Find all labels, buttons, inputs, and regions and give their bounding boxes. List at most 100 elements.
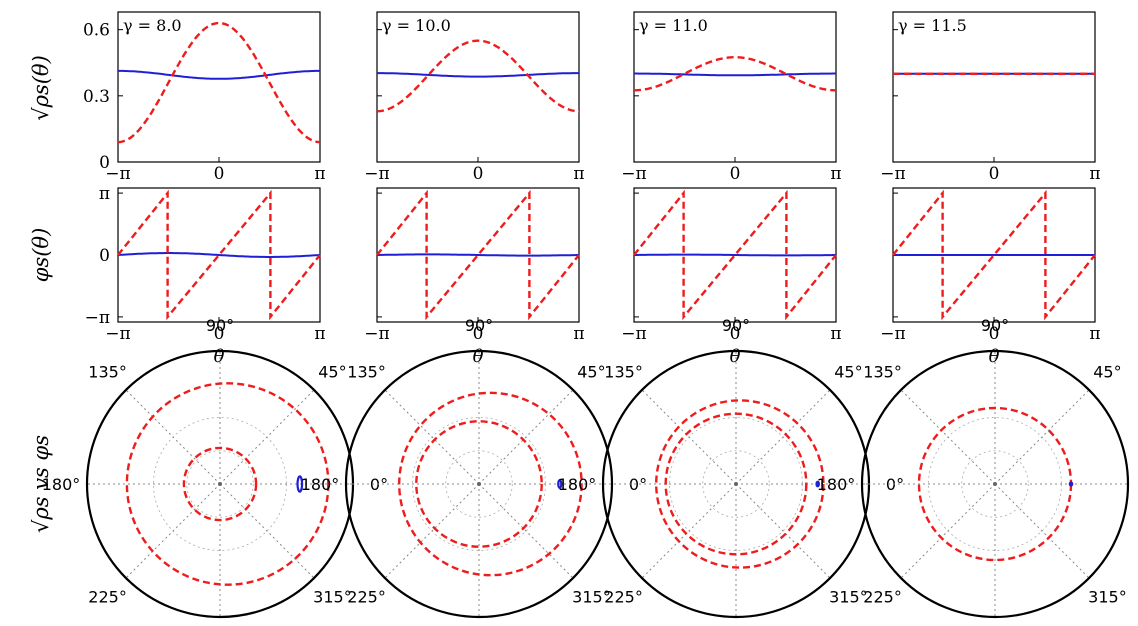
polar-origin [218, 482, 222, 486]
row1-blue-curve [377, 72, 579, 78]
polar-red-curve [398, 391, 583, 577]
polar-angle-label: 180° [558, 475, 597, 494]
row2-xtick-label: −π [105, 324, 130, 344]
polar-origin [477, 482, 481, 486]
polar-blue-curve [1068, 481, 1074, 487]
polar-spoke [478, 483, 574, 579]
row2-blue-curve [117, 252, 321, 258]
polar-red-curve [182, 446, 258, 522]
row2-ylabel: φs(θ) [29, 228, 53, 283]
polar-angle-label: 45° [834, 363, 862, 382]
row1-blue-curve [118, 69, 320, 80]
polar-grid-ring [669, 417, 803, 551]
row1-xtick-label: −π [621, 164, 646, 184]
row3-ylabel: √ρs vs φs [29, 435, 53, 533]
polar-outer-ring [860, 349, 1130, 619]
row2-xlabel: θ [730, 346, 741, 367]
polar-grid-ring [928, 417, 1062, 551]
row2-xtick-label: −π [364, 324, 389, 344]
polar-grid-ring [702, 450, 770, 518]
row2-xlabel: θ [473, 346, 484, 367]
polar-angle-label: 225° [863, 587, 902, 606]
row1-red-curve [118, 21, 320, 144]
polar-spoke [994, 483, 1090, 579]
row2-xlabel: θ [214, 346, 225, 367]
row2-xlabel: θ [989, 346, 1000, 367]
row2-xtick-label: 0 [473, 324, 484, 344]
polar-angle-label: 180° [42, 475, 81, 494]
row2-ytick-label: 0 [99, 246, 110, 266]
row1-blue-curve [634, 72, 836, 77]
polar-red-curve [415, 420, 543, 548]
row2-blue-curve [634, 253, 836, 257]
row1-xtick-label: π [1089, 164, 1100, 184]
polar-spoke [219, 483, 315, 579]
polar-grid-ring [961, 450, 1029, 518]
row1-xtick-label: π [314, 164, 325, 184]
row2-xtick-label: −π [621, 324, 646, 344]
gamma-label: γ = 8.0 [123, 16, 182, 35]
polar-red-curve [917, 406, 1073, 562]
row1-xtick-label: π [830, 164, 841, 184]
polar-angle-label: 90° [206, 316, 234, 335]
polar-angle-label: 90° [981, 316, 1009, 335]
row2-xtick-label: 0 [214, 324, 225, 344]
polar-red-curve [125, 382, 330, 586]
row1-ylabel: √ρs(θ) [29, 55, 53, 121]
row2-red-curve [376, 189, 580, 321]
row2-red-curve [117, 189, 321, 321]
row2-xtick-label: π [1089, 324, 1100, 344]
polar-angle-label: 135° [88, 363, 127, 382]
polar-angle-label: 45° [318, 363, 346, 382]
gamma-label: γ = 11.5 [898, 16, 967, 35]
row1-xtick-label: −π [105, 164, 130, 184]
row1-xtick-label: π [573, 164, 584, 184]
polar-red-curve [664, 412, 808, 556]
polar-spoke [735, 483, 831, 579]
polar-angle-label: 135° [604, 363, 643, 382]
row2-ytick-label: −π [85, 308, 110, 328]
row1-xtick-label: −π [364, 164, 389, 184]
polar-grid-ring [445, 450, 513, 518]
polar-angle-label: 90° [722, 316, 750, 335]
row1-xtick-label: 0 [730, 164, 741, 184]
row1-red-curve [376, 39, 580, 113]
polar-angle-label: 45° [577, 363, 605, 382]
polar-grid-ring [153, 417, 287, 551]
row2-xtick-label: π [830, 324, 841, 344]
polar-angle-label: 315° [572, 587, 611, 606]
row1-ytick-label: 0.3 [83, 87, 110, 107]
polar-angle-label: 315° [313, 587, 352, 606]
row1-xtick-label: 0 [989, 164, 1000, 184]
polar-angle-label: 0° [629, 475, 647, 494]
row2-ytick-label: π [99, 184, 110, 204]
polar-angle-label: 135° [863, 363, 902, 382]
gamma-label: γ = 11.0 [639, 16, 708, 35]
gamma-label: γ = 10.0 [382, 16, 451, 35]
row2-red-curve [633, 189, 837, 321]
row2-xtick-label: 0 [730, 324, 741, 344]
polar-red-curve [655, 399, 825, 569]
polar-angle-label: 315° [829, 587, 868, 606]
row1-xtick-label: −π [880, 164, 905, 184]
polar-angle-label: 45° [1093, 363, 1121, 382]
row1-ytick-label: 0 [99, 153, 110, 173]
polar-origin [993, 482, 997, 486]
row1-xtick-label: 0 [214, 164, 225, 184]
row2-xtick-label: π [314, 324, 325, 344]
polar-angle-label: 180° [301, 475, 340, 494]
polar-angle-label: 180° [817, 475, 856, 494]
polar-angle-label: 225° [88, 587, 127, 606]
row2-red-curve [892, 189, 1096, 321]
polar-grid-ring [412, 417, 546, 551]
row2-blue-curve [377, 253, 579, 257]
polar-angle-label: 315° [1088, 587, 1127, 606]
polar-blue-curve [815, 480, 821, 488]
polar-origin [734, 482, 738, 486]
polar-outer-ring [344, 349, 614, 619]
polar-angle-label: 225° [604, 587, 643, 606]
row1-xtick-label: 0 [473, 164, 484, 184]
row1-red-curve [634, 56, 836, 92]
polar-angle-label: 225° [347, 587, 386, 606]
